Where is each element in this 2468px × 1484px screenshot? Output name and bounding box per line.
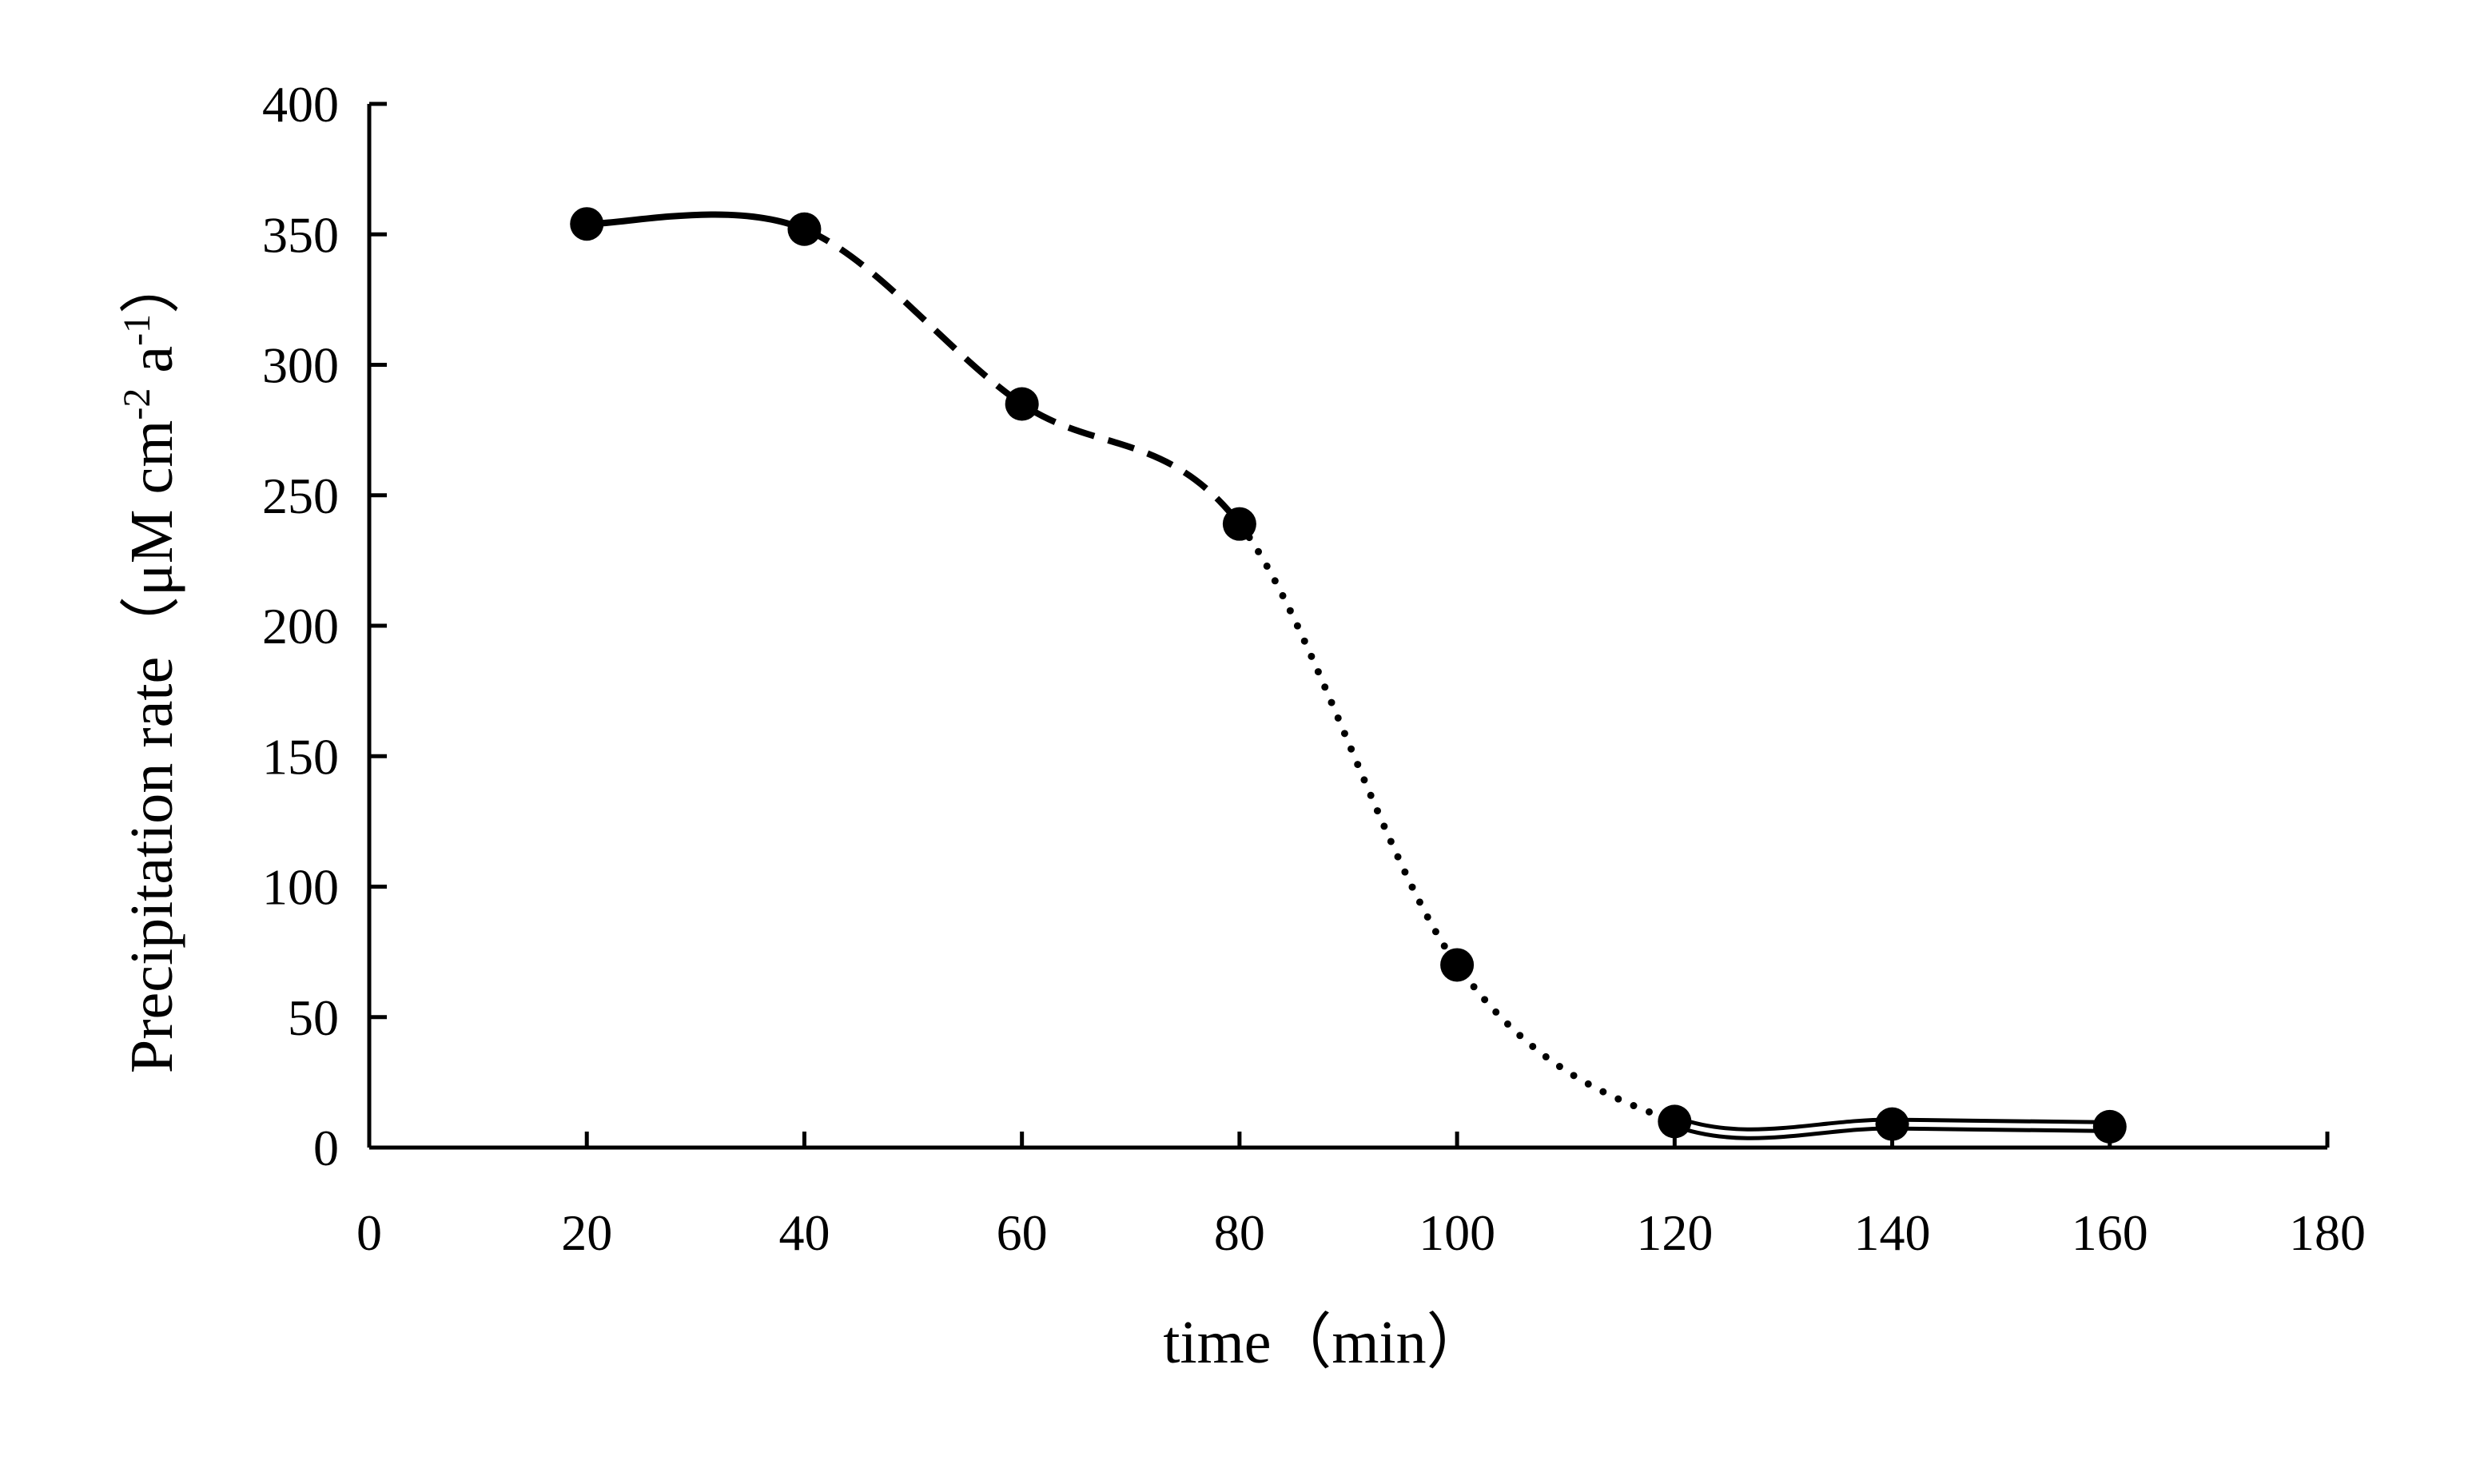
series [587,211,2116,1140]
x-tick-label: 80 [1214,1204,1265,1261]
data-point [1005,387,1039,421]
ticks: 0 20 40 60 80 100 120 140 160 180 0 50 100 150 200 250 3… [262,76,2366,1261]
y-tick-label: 400 [262,76,339,133]
data-point [1222,507,1256,541]
x-tick-label: 120 [1636,1204,1713,1261]
y-axis-title-sup1: -2 [116,388,158,420]
y-tick-label: 200 [262,598,339,654]
y-tick-label: 50 [288,989,339,1046]
y-tick-label: 100 [262,859,339,916]
y-axis-title: Precipitation rate（μM cm-2 a-1） [116,253,185,1073]
x-tick-label: 60 [997,1204,1048,1261]
x-tick-label: 180 [2289,1204,2366,1261]
data-point [1658,1104,1692,1139]
x-axis-title: time（min） [1163,1309,1487,1376]
series-line-dotted [1236,520,1678,1125]
data-point [1440,948,1475,982]
series-line-solid [587,211,806,233]
x-tick-label: 20 [561,1204,612,1261]
y-axis-title-mid: a [118,346,185,388]
markers [570,207,2127,1144]
x-tick-label: 160 [2072,1204,2148,1261]
x-tick-label: 140 [1854,1204,1931,1261]
y-tick-label: 250 [262,467,339,524]
y-axis-title-main: Precipitation rate（μM cm [118,420,185,1073]
data-point [1875,1107,1909,1141]
series-line-dashed [802,226,1243,527]
data-point [787,212,822,246]
x-tick-label: 40 [778,1204,830,1261]
y-tick-label: 350 [262,206,339,263]
data-point [2092,1109,2127,1144]
y-axis-title-end: ） [118,253,185,314]
data-point [570,207,604,241]
axes [367,104,2327,1150]
x-tick-label: 100 [1419,1204,1495,1261]
y-tick-label: 150 [262,728,339,785]
y-axis-title-sup2: -1 [116,314,158,346]
y-tick-label: 300 [262,337,339,394]
x-tick-label: 0 [356,1204,382,1261]
y-tick-label: 0 [313,1120,339,1176]
